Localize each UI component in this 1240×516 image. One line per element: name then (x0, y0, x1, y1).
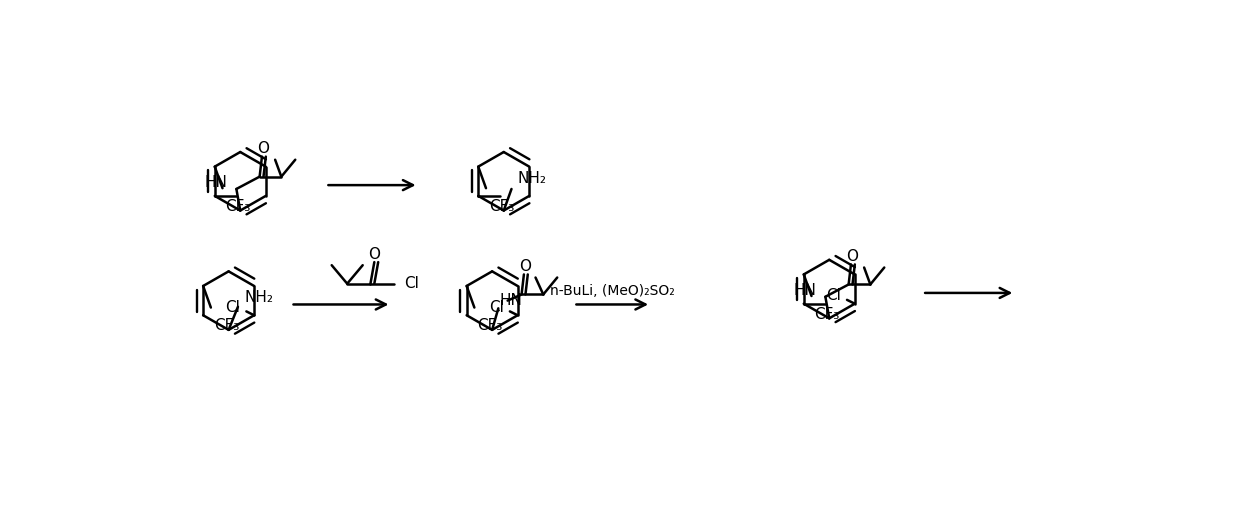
Text: CF₃: CF₃ (489, 199, 515, 214)
Text: NH₂: NH₂ (518, 171, 547, 186)
Text: HN: HN (205, 175, 227, 190)
Text: O: O (257, 141, 269, 156)
Text: Cl: Cl (826, 288, 841, 303)
Text: Cl: Cl (226, 300, 241, 315)
Text: CF₃: CF₃ (815, 307, 839, 322)
Text: CF₃: CF₃ (226, 199, 250, 214)
Text: O: O (846, 249, 858, 264)
Text: NH₂: NH₂ (244, 290, 273, 305)
Text: n-BuLi, (MeO)₂SO₂: n-BuLi, (MeO)₂SO₂ (549, 284, 675, 298)
Text: Cl: Cl (404, 276, 419, 291)
Text: O: O (518, 259, 531, 274)
Text: HN: HN (500, 293, 523, 308)
Text: Cl: Cl (489, 300, 503, 315)
Text: HN: HN (794, 283, 816, 298)
Text: O: O (368, 247, 381, 262)
Text: CF₃: CF₃ (215, 318, 239, 333)
Text: CF₃: CF₃ (477, 318, 503, 333)
